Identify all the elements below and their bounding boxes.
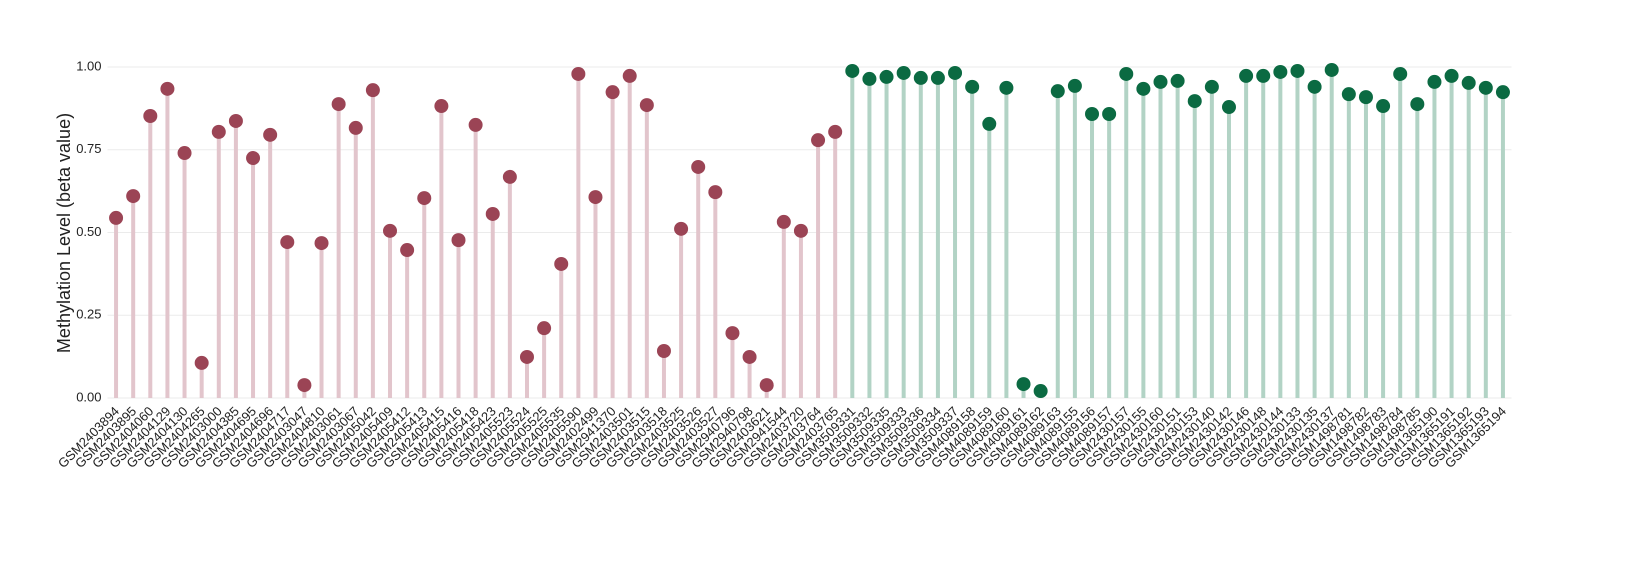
- dot: [1170, 73, 1185, 88]
- dot: [708, 185, 723, 200]
- dot: [331, 97, 346, 112]
- dot: [948, 65, 963, 80]
- dot: [845, 63, 860, 78]
- dot: [280, 235, 295, 250]
- y-axis-label: Methylation Level (beta value): [54, 113, 74, 353]
- dot: [1016, 377, 1031, 392]
- dot: [1358, 90, 1373, 105]
- dot: [468, 117, 483, 132]
- dot: [314, 236, 329, 251]
- y-tick-label: 0.75: [76, 141, 101, 156]
- dot: [263, 127, 278, 142]
- dot: [1410, 97, 1425, 112]
- dot: [1461, 75, 1476, 90]
- dot: [485, 206, 500, 221]
- dot: [1239, 68, 1254, 83]
- dot: [639, 98, 654, 113]
- dot: [502, 169, 517, 184]
- dot: [674, 221, 689, 236]
- dot: [930, 70, 945, 85]
- dot: [571, 66, 586, 81]
- dot: [537, 321, 552, 336]
- dot: [1033, 384, 1048, 399]
- dot: [588, 190, 603, 205]
- dot: [691, 159, 706, 174]
- dot: [1478, 80, 1493, 95]
- dot: [1067, 78, 1082, 93]
- dot: [126, 189, 141, 204]
- y-tick-label: 0.00: [76, 389, 101, 404]
- dot: [160, 81, 175, 96]
- dot: [1341, 87, 1356, 102]
- dot: [297, 378, 312, 393]
- dot: [1376, 99, 1391, 114]
- dot: [194, 355, 209, 370]
- dot: [1221, 100, 1236, 115]
- dot: [1085, 107, 1100, 122]
- dot: [143, 108, 158, 123]
- dot: [1119, 66, 1134, 81]
- dot: [725, 326, 740, 341]
- dot: [451, 233, 466, 248]
- dot: [1444, 68, 1459, 83]
- dot: [828, 124, 843, 139]
- dot: [177, 146, 192, 161]
- dot: [1256, 68, 1271, 83]
- dot: [1204, 79, 1219, 94]
- dot: [383, 223, 398, 238]
- dot: [759, 378, 774, 393]
- dot: [811, 133, 826, 148]
- dot: [793, 223, 808, 238]
- dot: [365, 83, 380, 98]
- dot: [417, 191, 432, 206]
- dot: [434, 99, 449, 114]
- dot: [400, 243, 415, 258]
- dot: [1102, 107, 1117, 122]
- dot: [109, 210, 124, 225]
- dot: [742, 349, 757, 364]
- dot: [554, 256, 569, 271]
- dot: [1187, 94, 1202, 109]
- dot: [1273, 64, 1288, 79]
- dot: [999, 80, 1014, 95]
- dot: [1393, 66, 1408, 81]
- dot: [246, 151, 261, 166]
- dot: [211, 124, 226, 139]
- dot: [1136, 81, 1151, 96]
- dot: [622, 68, 637, 83]
- dot: [776, 214, 791, 229]
- dot: [1307, 79, 1322, 94]
- dot: [965, 79, 980, 94]
- dot: [605, 85, 620, 100]
- y-tick-label: 0.25: [76, 307, 101, 322]
- dot: [1290, 63, 1305, 78]
- y-tick-label: 0.50: [76, 224, 101, 239]
- dot: [228, 113, 243, 128]
- dot: [896, 65, 911, 80]
- dot: [1050, 84, 1065, 99]
- dot: [656, 343, 671, 358]
- dot: [1495, 85, 1510, 100]
- dot: [982, 116, 997, 131]
- dot: [1427, 74, 1442, 89]
- dot: [913, 70, 928, 85]
- dot: [1153, 74, 1168, 89]
- dot: [519, 349, 534, 364]
- dot: [348, 120, 363, 135]
- dot: [1324, 62, 1339, 77]
- dot: [879, 69, 894, 84]
- dot: [862, 71, 877, 86]
- y-tick-label: 1.00: [76, 58, 101, 73]
